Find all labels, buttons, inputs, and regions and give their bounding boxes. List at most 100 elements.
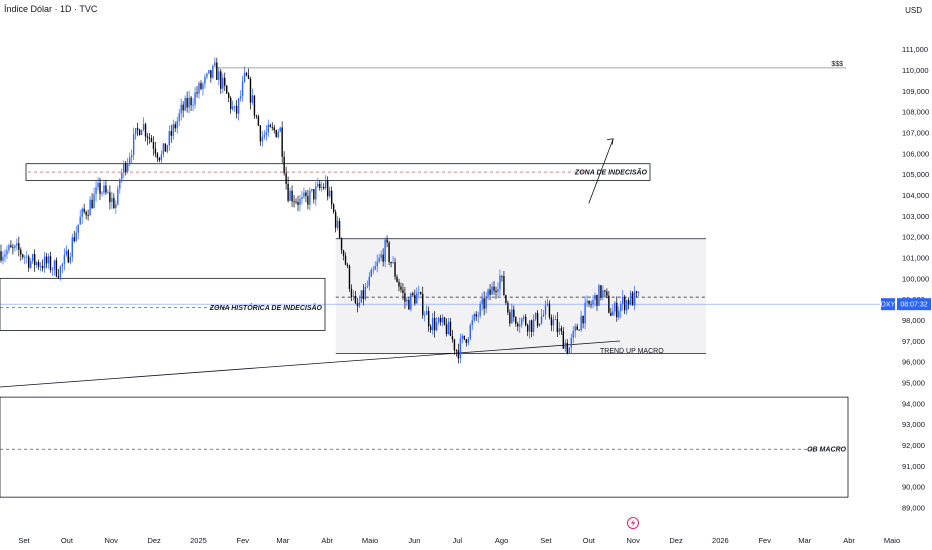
x-tick-label: Set [18,536,30,545]
y-tick-label: 105,000 [902,170,929,179]
candle-body [499,275,501,290]
candle-body [79,216,81,225]
candle-body [624,296,626,311]
candle-body [245,72,248,76]
candle-body [299,198,301,205]
candle-body [382,254,384,262]
candle-body [618,311,620,318]
candle-body [435,322,438,331]
candle-body [586,300,588,303]
candle-body [63,254,66,264]
candle-body [384,239,386,262]
candle-body [22,254,24,258]
candle-body [463,335,466,340]
candle-body [491,286,493,295]
candle-body [487,289,489,297]
candle-body [346,264,349,266]
candle-body [564,342,566,349]
candle-body [625,300,628,311]
candle-body [2,256,4,261]
candle-body [350,288,353,297]
candle-body [154,148,157,154]
candle-body [313,189,315,200]
candle-body [548,303,551,318]
candle-body [467,338,469,343]
candle-body [374,266,376,270]
candle-body [588,300,590,305]
candle-body [612,311,614,316]
candle-body [354,295,357,304]
candle-body [406,299,408,302]
candle-body [572,331,574,338]
candle-body [192,104,194,106]
x-tick-label: Abr [843,536,855,545]
candle-body [125,163,127,172]
candle-body [14,245,16,248]
candle-body [600,285,602,298]
candle-body [420,292,422,294]
candle-body [196,92,198,94]
candle-body [523,316,525,319]
candle-body [576,326,578,330]
candle-body [152,142,155,149]
x-tick-label: Nov [627,536,641,545]
ob-macro-label: OB MACRO [807,447,846,454]
candle-body [526,325,529,332]
candle-body [59,266,62,278]
candle-body [111,197,113,203]
candle-body [146,136,149,138]
candle-body [180,104,182,114]
candle-body [43,256,46,269]
candle-body [525,316,527,326]
y-tick-label: 92,000 [902,441,925,450]
candle-body [16,243,18,246]
candle-body [202,83,204,89]
x-tick-label: Fev [758,536,771,545]
candle-body [550,317,553,326]
candle-body [542,314,545,317]
candle-body [85,211,87,216]
chart-title: Índice Dólar · 1D · TVC [4,4,98,14]
candle-body [416,292,418,304]
y-tick-label: 97,000 [902,337,925,346]
x-tick-label: Ago [495,536,508,545]
candle-body [134,128,137,135]
candle-body [33,254,36,266]
candle-body [188,97,190,108]
candle-body [400,286,402,290]
candle-body [631,292,634,306]
candle-body [574,326,576,332]
candle-body [321,186,323,188]
candle-body [39,266,42,267]
candle-body [546,303,549,306]
candle-body [328,190,331,197]
candle-body [10,245,12,248]
candle-body [168,131,170,146]
arrow-up-head [607,138,614,145]
currency-label: USD [905,6,922,15]
candle-body [8,245,10,251]
candle-body [216,62,218,80]
candle-body [309,190,311,205]
candle-body [437,317,440,323]
candle-body [174,124,176,129]
candle-body [620,304,622,312]
candle-body [160,154,163,161]
candle-body [513,309,515,318]
candle-body [285,173,287,184]
candle-body [6,250,8,255]
candle-body [77,224,79,233]
candle-body [477,315,479,317]
x-tick-label: Jun [408,536,420,545]
candle-body [481,298,483,304]
candle-body [344,255,347,265]
candle-body [489,289,491,295]
candle-body [538,323,541,326]
candle-body [265,132,268,136]
x-tick-label: Fev [237,536,250,545]
y-tick-label: 101,000 [902,253,929,262]
candle-body [540,316,543,324]
candle-body [356,303,359,306]
y-tick-label: 110,000 [902,66,929,75]
